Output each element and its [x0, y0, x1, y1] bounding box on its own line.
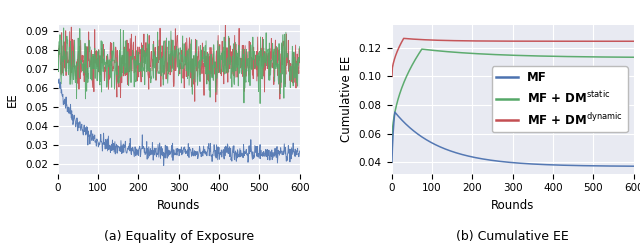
X-axis label: Rounds: Rounds [491, 199, 534, 212]
Y-axis label: Cumulative EE: Cumulative EE [340, 56, 353, 142]
Text: (b) Cumulative EE: (b) Cumulative EE [456, 230, 569, 243]
Y-axis label: EE: EE [6, 92, 19, 107]
Text: (a) Equality of Exposure: (a) Equality of Exposure [104, 230, 253, 243]
Legend: MF, MF + DM$^{\mathrm{static}}$, MF + DM$^{\mathrm{dynamic}}$: MF, MF + DM$^{\mathrm{static}}$, MF + DM… [492, 66, 628, 132]
X-axis label: Rounds: Rounds [157, 199, 200, 212]
